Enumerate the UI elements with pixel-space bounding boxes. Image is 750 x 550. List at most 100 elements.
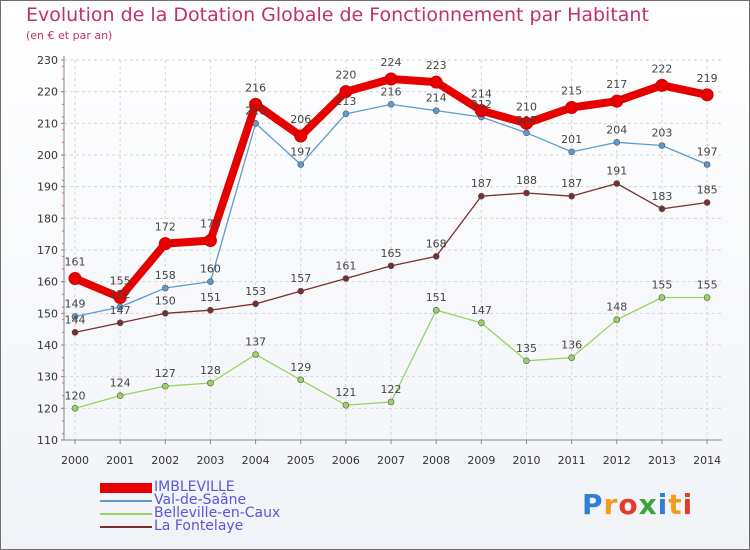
data-point: [71, 313, 79, 320]
data-label: 161: [65, 256, 86, 269]
data-label: 135: [516, 342, 537, 355]
data-label: 191: [606, 165, 627, 178]
data-label: 215: [561, 85, 582, 98]
data-point: [342, 275, 350, 282]
data-point: [523, 129, 530, 137]
data-label: 212: [471, 98, 492, 111]
data-point: [71, 405, 79, 412]
y-tick-label: 200: [37, 149, 58, 162]
data-point: [71, 329, 79, 336]
data-point: [162, 382, 169, 390]
data-point: [613, 180, 621, 187]
data-point: [207, 306, 214, 314]
data-point: [207, 278, 214, 285]
data-point: [658, 142, 666, 149]
data-point: [116, 392, 124, 399]
data-label: 168: [426, 237, 447, 250]
data-label: 137: [245, 336, 266, 349]
data-label: 185: [697, 184, 718, 197]
legend-label: IMBLEVILLE: [154, 479, 235, 495]
data-point: [342, 401, 350, 409]
data-label: 151: [426, 291, 447, 304]
data-point: [387, 398, 395, 406]
data-label: 197: [697, 146, 718, 159]
data-label: 210: [245, 104, 266, 117]
x-tick-label: 2006: [332, 454, 360, 467]
x-tick-label: 2004: [242, 454, 270, 467]
data-label: 219: [697, 72, 718, 85]
x-tick-label: 2007: [377, 454, 405, 467]
data-point: [703, 199, 711, 206]
x-tick-label: 2003: [196, 454, 224, 467]
data-label: 129: [290, 361, 311, 374]
brand-letter: i: [657, 488, 669, 521]
brand-letter: P: [582, 488, 604, 521]
data-point: [207, 379, 214, 387]
data-point: [565, 101, 579, 114]
data-label: 210: [516, 100, 537, 113]
data-point: [474, 104, 488, 118]
data-point: [658, 294, 666, 301]
data-point: [297, 287, 305, 295]
data-label: 187: [561, 177, 582, 190]
data-label: 197: [290, 146, 311, 159]
data-label: 216: [245, 81, 266, 94]
brand-logo: Proxiti: [582, 488, 693, 521]
data-point: [568, 148, 575, 156]
data-label: 217: [606, 78, 627, 91]
data-label: 158: [155, 269, 176, 282]
legend-label: La Fontelaye: [154, 518, 244, 534]
y-tick-label: 170: [37, 244, 58, 257]
data-point: [478, 319, 485, 327]
data-label: 120: [65, 389, 86, 402]
data-point: [429, 75, 443, 89]
data-label: 165: [381, 247, 402, 260]
data-label: 187: [471, 177, 492, 190]
data-point: [700, 88, 714, 102]
data-label: 150: [155, 294, 176, 307]
data-label: 216: [381, 85, 402, 98]
y-tick-label: 140: [37, 339, 58, 352]
y-tick-label: 160: [37, 276, 58, 289]
data-point: [162, 284, 169, 292]
data-label: 122: [381, 383, 402, 396]
data-label: 127: [155, 367, 176, 380]
data-point: [568, 354, 575, 361]
data-label: 155: [697, 279, 718, 292]
brand-letter: x: [638, 488, 658, 521]
y-tick-label: 230: [37, 54, 58, 67]
data-point: [116, 319, 124, 327]
data-label: 161: [335, 260, 356, 273]
legend-swatch: [100, 513, 152, 515]
data-label: 149: [65, 298, 86, 311]
data-label: 173: [200, 218, 221, 231]
data-label: 203: [651, 127, 672, 140]
data-point: [158, 237, 172, 251]
data-label: 188: [516, 174, 537, 187]
data-point: [478, 192, 485, 200]
data-point: [249, 97, 263, 111]
data-label: 207: [516, 114, 537, 127]
x-tick-label: 2000: [61, 454, 89, 467]
data-point: [703, 294, 711, 301]
data-point: [387, 101, 395, 108]
data-point: [432, 253, 440, 260]
data-label: 136: [561, 339, 582, 352]
data-label: 183: [651, 190, 672, 203]
data-point: [68, 272, 82, 285]
brand-letter: r: [603, 488, 619, 521]
data-label: 222: [651, 62, 672, 75]
data-label: 128: [200, 364, 221, 377]
data-label: 155: [110, 275, 131, 288]
y-tick-label: 210: [37, 117, 58, 130]
data-label: 144: [65, 313, 86, 326]
y-tick-label: 120: [37, 402, 58, 415]
data-label: 206: [290, 113, 311, 126]
data-point: [613, 139, 621, 146]
data-point: [252, 351, 259, 358]
data-label: 214: [426, 92, 447, 105]
legend-label: Val-de-Saâne: [154, 492, 247, 508]
y-tick-label: 150: [37, 307, 58, 320]
data-label: 213: [335, 95, 356, 108]
